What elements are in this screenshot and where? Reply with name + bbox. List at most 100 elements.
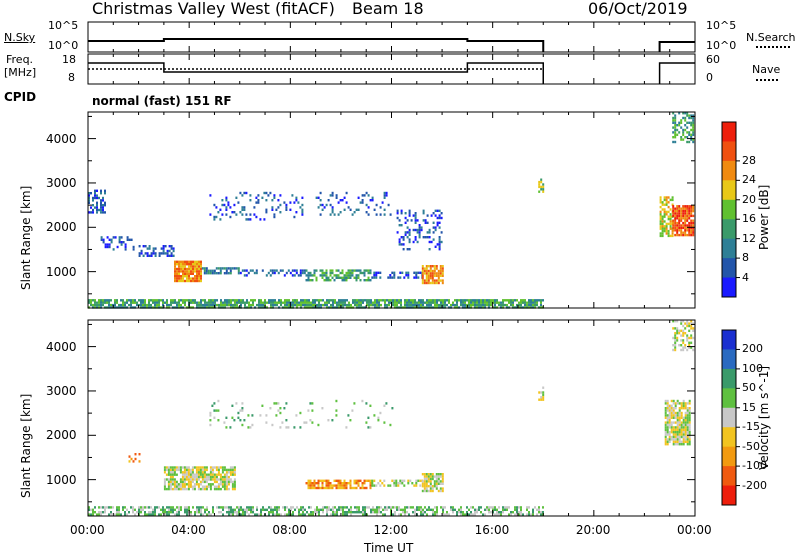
echo-cell xyxy=(474,508,476,511)
echo-cell xyxy=(663,213,666,216)
echo-cell xyxy=(684,404,687,407)
echo-cell xyxy=(674,336,677,340)
echo-cell xyxy=(176,303,178,307)
echo-cell xyxy=(215,215,218,219)
echo-cell xyxy=(167,466,170,469)
echo-cell xyxy=(414,216,417,220)
echo-cell xyxy=(504,508,506,511)
echo-cell xyxy=(412,511,414,514)
echo-cell xyxy=(231,466,234,469)
echo-cell xyxy=(331,271,334,275)
echo-cell xyxy=(374,299,376,302)
echo-cell xyxy=(458,508,460,511)
echo-cell xyxy=(688,344,691,347)
echo-cell xyxy=(365,421,368,424)
echo-cell xyxy=(435,267,438,270)
y-tick-label: 1000 xyxy=(46,472,77,487)
echo-cell xyxy=(208,513,210,516)
echo-cell xyxy=(506,299,508,302)
echo-cell xyxy=(322,303,324,307)
echo-cell xyxy=(248,506,250,509)
echo-cell xyxy=(516,511,518,514)
echo-cell xyxy=(274,301,276,304)
echo-cell xyxy=(680,404,683,407)
echo-cell xyxy=(379,271,382,274)
echo-cell xyxy=(256,513,258,516)
echo-cell xyxy=(534,299,536,302)
echo-cell xyxy=(680,423,683,427)
echo-cell xyxy=(666,426,669,429)
echo-cell xyxy=(408,513,410,516)
echo-cell xyxy=(425,279,428,282)
echo-cell xyxy=(252,299,254,302)
x-tick-label: 12:00 xyxy=(373,523,409,537)
echo-cell xyxy=(442,511,444,514)
echo-cell xyxy=(408,228,411,232)
echo-cell xyxy=(136,303,138,307)
echo-cell xyxy=(343,479,346,482)
echo-cell xyxy=(395,484,398,487)
echo-cell xyxy=(680,329,683,332)
echo-cell xyxy=(437,279,440,282)
echo-cell xyxy=(418,231,421,234)
echo-cell xyxy=(390,506,392,509)
echo-cell xyxy=(266,508,268,511)
echo-cell xyxy=(682,133,685,136)
echo-cell xyxy=(667,196,670,199)
echo-cell xyxy=(199,475,202,479)
echo-cell xyxy=(431,277,434,280)
echo-cell xyxy=(314,301,316,304)
echo-cell xyxy=(209,419,212,422)
echo-cell xyxy=(682,419,685,422)
echo-cell xyxy=(197,473,200,476)
echo-cell xyxy=(178,277,180,280)
echo-cell xyxy=(199,466,202,469)
echo-cell xyxy=(682,332,685,335)
echo-cell xyxy=(540,511,542,514)
echo-cell xyxy=(355,279,358,282)
echo-cell xyxy=(229,215,232,219)
echo-cell xyxy=(377,416,380,419)
echo-cell xyxy=(144,506,146,509)
echo-cell xyxy=(138,460,141,463)
echo-cell xyxy=(191,475,194,479)
echo-cell xyxy=(302,511,304,514)
echo-cell xyxy=(400,236,403,239)
echo-cell xyxy=(243,206,246,209)
echo-cell xyxy=(323,271,326,275)
echo-cell xyxy=(669,220,672,223)
echo-cell xyxy=(688,322,691,325)
echo-cell xyxy=(316,506,318,509)
echo-cell xyxy=(232,513,234,516)
echo-cell xyxy=(225,213,228,216)
echo-cell xyxy=(192,301,194,304)
echo-cell xyxy=(378,301,380,304)
echo-cell xyxy=(310,506,312,509)
echo-cell xyxy=(110,303,112,307)
echo-cell xyxy=(120,243,123,246)
x-tick-label: 00:00 xyxy=(677,523,712,537)
echo-cell xyxy=(192,279,194,283)
echo-cell xyxy=(686,219,689,222)
echo-cell xyxy=(663,229,666,233)
echo-cell xyxy=(661,220,664,223)
echo-cell xyxy=(234,511,236,514)
echo-cell xyxy=(676,431,679,434)
echo-cell xyxy=(211,404,214,407)
echo-cell xyxy=(229,480,232,484)
echo-cell xyxy=(414,238,417,241)
echo-cell xyxy=(674,126,677,129)
echo-cell xyxy=(197,478,200,481)
echo-cell xyxy=(170,301,172,304)
echo-cell xyxy=(88,194,90,197)
echo-cell xyxy=(168,254,171,257)
echo-cell xyxy=(347,414,350,417)
echo-cell xyxy=(223,421,226,424)
echo-cell xyxy=(300,513,302,516)
echo-cell xyxy=(220,506,222,509)
echo-cell xyxy=(195,468,198,472)
echo-cell xyxy=(667,215,670,218)
echo-cell xyxy=(171,487,174,491)
echo-cell xyxy=(464,303,466,307)
echo-cell xyxy=(440,216,443,220)
